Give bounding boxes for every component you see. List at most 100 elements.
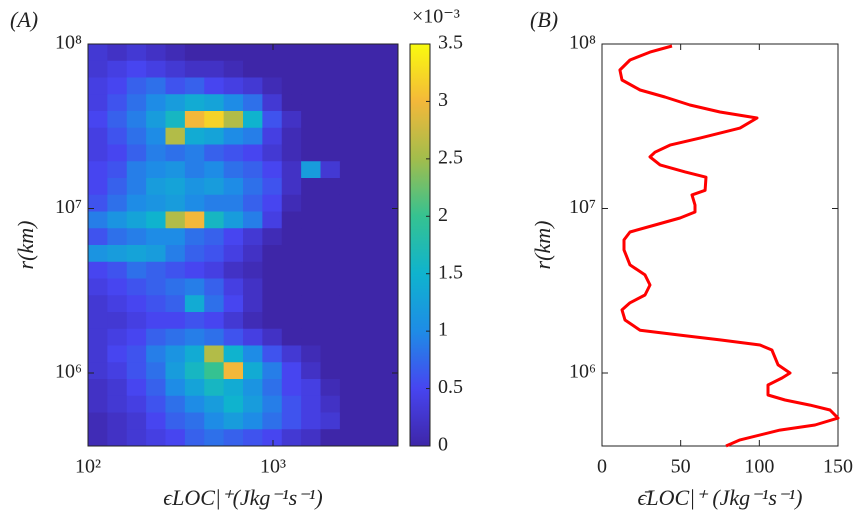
heatmap-cell [359, 228, 380, 246]
heatmap-cell [223, 127, 244, 145]
heatmap-cell [223, 94, 244, 112]
heatmap-cell [243, 395, 263, 413]
heatmap-cell [146, 127, 166, 145]
heatmap-cell [243, 178, 263, 196]
heatmap-cell [359, 345, 380, 363]
heatmap-cell [262, 178, 283, 196]
heatmap-cell [88, 379, 108, 397]
heatmap-cell [378, 379, 399, 397]
heatmap-cell [359, 395, 380, 413]
heatmap-cell [223, 77, 244, 95]
heatmap-cell [243, 127, 263, 145]
panel-label: (A) [10, 7, 38, 32]
heatmap-cell [107, 228, 128, 246]
heatmap-cell [107, 245, 128, 263]
heatmap-cell [184, 261, 205, 279]
heatmap-cell [107, 362, 128, 380]
heatmap-cell [301, 362, 321, 380]
heatmap-cell [359, 278, 380, 296]
heatmap-cell [320, 412, 341, 430]
heatmap-cell [281, 127, 302, 145]
heatmap-cell [223, 312, 244, 330]
colorbar-tick-label: 1 [438, 319, 448, 341]
heatmap-cell [301, 295, 321, 313]
heatmap-cell [107, 395, 128, 413]
heatmap-cell [378, 362, 399, 380]
heatmap-cell [126, 211, 147, 229]
heatmap-cell [378, 111, 399, 129]
heatmap-cell [359, 94, 380, 112]
heatmap-cell [204, 261, 225, 279]
heatmap-cell [107, 379, 128, 397]
heatmap-cell [320, 312, 341, 330]
heatmap-cell [184, 144, 205, 162]
heatmap-cell [223, 345, 244, 363]
heatmap-cell [378, 345, 399, 363]
heatmap-cell [88, 412, 108, 430]
heatmap-cell [126, 60, 147, 78]
heatmap-cell [243, 261, 263, 279]
heatmap-cell [184, 127, 205, 145]
heatmap-cell [146, 261, 166, 279]
heatmap-cell [107, 295, 128, 313]
heatmap-cell [359, 362, 380, 380]
heatmap-cell [165, 245, 186, 263]
heatmap-cell [107, 44, 128, 62]
heatmap-cell [378, 228, 399, 246]
heatmap-cell [223, 60, 244, 78]
heatmap-cell [339, 60, 360, 78]
heatmap-cell [107, 178, 128, 196]
heatmap-cell [126, 261, 147, 279]
heatmap-cell [281, 312, 302, 330]
heatmap-cell [262, 77, 283, 95]
heatmap-cell [184, 295, 205, 313]
heatmap-cell [184, 44, 205, 62]
heatmap-cell [378, 245, 399, 263]
heatmap-cell [126, 429, 147, 447]
heatmap-cell [204, 379, 225, 397]
heatmap-cell [320, 295, 341, 313]
heatmap-cell [301, 127, 321, 145]
heatmap-cell [262, 94, 283, 112]
heatmap-cell [281, 278, 302, 296]
heatmap-cell [146, 295, 166, 313]
heatmap-cell [165, 429, 186, 447]
heatmap-cell [301, 412, 321, 430]
heatmap-cell [204, 211, 225, 229]
heatmap-cell [320, 395, 341, 413]
heatmap-cell [359, 328, 380, 346]
heatmap-cell [184, 328, 205, 346]
heatmap-cell [262, 345, 283, 363]
heatmap-cell [165, 362, 186, 380]
heatmap-cell [126, 178, 147, 196]
heatmap-cell [320, 127, 341, 145]
x-tick-label: 50 [671, 456, 691, 478]
heatmap-cell [146, 77, 166, 95]
heatmap-cell [165, 111, 186, 129]
heatmap-cell [223, 362, 244, 380]
heatmap-cell [359, 295, 380, 313]
heatmap-cell [243, 278, 263, 296]
heatmap-cell [184, 345, 205, 363]
heatmap-cell [146, 194, 166, 212]
colorbar-tick-label: 0.5 [438, 376, 463, 398]
heatmap-cell [184, 111, 205, 129]
heatmap-cell [165, 295, 186, 313]
x-tick-label: 100 [744, 456, 774, 478]
heatmap-cell [281, 295, 302, 313]
heatmap-cell [243, 379, 263, 397]
heatmap-cell [204, 161, 225, 179]
heatmap-cell [339, 429, 360, 447]
heatmap-cell [184, 362, 205, 380]
heatmap-cell [223, 295, 244, 313]
heatmap-cell [301, 144, 321, 162]
heatmap-cell [126, 379, 147, 397]
heatmap-cell [262, 395, 283, 413]
heatmap-cell [262, 379, 283, 397]
heatmap-cell [126, 362, 147, 380]
heatmap-cell [88, 362, 108, 380]
y-tick-label: 10⁸ [569, 32, 596, 54]
heatmap-cell [339, 245, 360, 263]
heatmap-cell [126, 127, 147, 145]
heatmap-cell [146, 211, 166, 229]
